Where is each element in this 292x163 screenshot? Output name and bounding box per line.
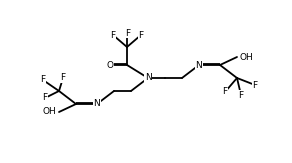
Text: F: F — [138, 30, 144, 39]
Text: F: F — [223, 88, 227, 96]
Text: F: F — [239, 90, 244, 99]
Text: F: F — [110, 30, 116, 39]
Text: F: F — [42, 92, 48, 102]
Text: F: F — [60, 74, 66, 82]
Text: O: O — [107, 60, 114, 69]
Text: F: F — [126, 29, 131, 37]
Text: OH: OH — [240, 52, 254, 61]
Text: N: N — [94, 99, 100, 109]
Text: OH: OH — [42, 108, 56, 117]
Text: F: F — [253, 81, 258, 89]
Text: N: N — [145, 74, 151, 82]
Text: F: F — [40, 75, 46, 84]
Text: N: N — [196, 60, 202, 69]
